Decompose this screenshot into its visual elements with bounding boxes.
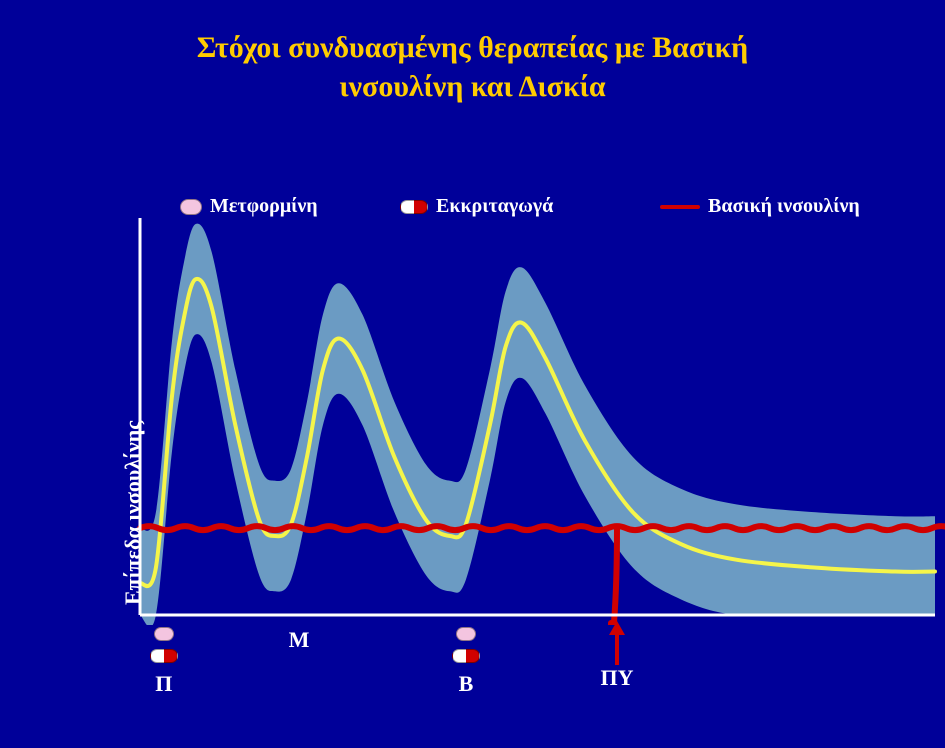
legend-metformin: Μετφορμίνη	[180, 195, 318, 218]
pink-pill-icon	[180, 199, 202, 215]
pink-pill-icon	[456, 627, 476, 641]
injection-arrow-icon	[607, 621, 627, 665]
y-axis-label: Επίπεδα ινσουλίνης	[120, 421, 146, 605]
title-line-1: Στόχοι συνδυασμένης θεραπείας με Βασική	[197, 31, 748, 64]
legend-secretagogues: Εκκριταγωγά	[400, 195, 553, 218]
legend-basal-label: Βασική ινσουλίνη	[708, 195, 860, 218]
title-line-2: ινσουλίνη και Δισκία	[339, 70, 605, 103]
legend-secretagogues-label: Εκκριταγωγά	[436, 195, 553, 218]
x-tick-label: Μ	[279, 627, 319, 653]
x-tick-label: Π	[144, 671, 184, 697]
redwhite-pill-icon	[150, 649, 178, 663]
redwhite-pill-icon	[452, 649, 480, 663]
pink-pill-icon	[154, 627, 174, 641]
redwhite-pill-icon	[400, 200, 428, 214]
insulin-chart	[100, 175, 945, 625]
chart-area: Μετφορμίνη Εκκριταγωγά Βασική ινσουλίνη …	[100, 175, 945, 625]
legend-metformin-label: Μετφορμίνη	[210, 195, 318, 218]
x-tick-label: Β	[446, 671, 486, 697]
legend-basal: Βασική ινσουλίνη	[660, 195, 860, 218]
basal-line-icon	[660, 205, 700, 209]
x-tick-label: ΠΥ	[597, 665, 637, 691]
